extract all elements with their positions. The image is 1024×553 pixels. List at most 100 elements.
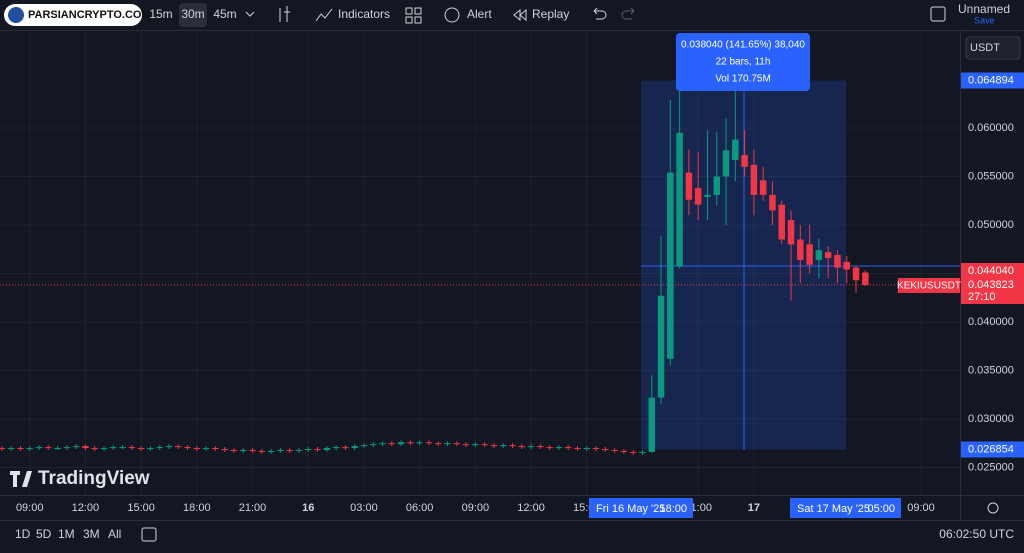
range-end-label-box [790,498,901,518]
candle-body [462,444,470,446]
symbol-box [898,278,960,293]
candle-body [267,450,275,452]
candle-body [45,447,52,449]
x-tick-label: 03:00 [350,502,378,514]
candle-body [769,194,776,211]
watermark-logo [10,471,32,487]
candle-body [704,194,711,197]
indicators-button[interactable]: Indicators [338,7,390,21]
interval[interactable]: 15m [149,7,172,21]
plot: TradingView [0,30,960,495]
crosshair-price-box [961,263,1024,278]
range-button[interactable]: 3M [83,527,100,541]
candle-body [648,397,656,452]
candle-body [156,447,163,449]
y-tick-label: 0.040000 [968,316,1014,328]
x-tick-label: 09:00 [907,502,935,514]
templates-icon[interactable] [405,7,422,24]
candle-body [295,449,303,451]
candle-body [230,449,238,451]
candle-body [676,132,683,267]
indicators-icon[interactable] [315,8,333,22]
candle-body [379,443,386,445]
range-high-box [961,72,1024,89]
candle-body [119,447,126,449]
interval-active [179,3,207,27]
candle-body [592,448,600,450]
range-end-label: 05:00 [867,503,895,515]
candle-body [639,451,646,453]
layout-icon[interactable] [930,6,946,22]
symbol-label: KEKIUSUSDT [897,281,961,292]
candle-body [147,448,154,450]
x-tick-label: 16 [302,502,314,514]
candle-body [499,445,507,447]
candle-body [249,449,256,451]
redo-icon[interactable] [621,7,635,20]
layout-name[interactable]: Unnamed [958,2,1010,16]
x-tick-label: 15:00 [127,502,155,514]
range-button[interactable]: 1M [58,527,75,541]
y-tick-label: 0.035000 [968,364,1014,376]
settings-icon[interactable] [987,502,999,514]
logo-icon [8,7,24,23]
currency[interactable]: USDT [970,42,1000,54]
candle-body [722,150,730,177]
candle-body [184,447,191,449]
candle-body [583,448,591,450]
range-button[interactable]: 5D [36,527,52,541]
candle-body [481,444,488,446]
candle-body [7,448,15,450]
candle-body [193,448,201,450]
candle-body [518,446,526,448]
y-tick-label: 0.055000 [968,170,1014,182]
candle-body [685,172,693,200]
candle-body [128,447,136,449]
currency-select[interactable] [965,36,1021,60]
range-button[interactable]: All [108,527,121,541]
candle-body [602,449,609,451]
undo-icon[interactable] [593,7,607,20]
x-tick-label: 17 [748,502,760,514]
save-label[interactable]: Save [974,15,995,25]
range-button[interactable]: 1D [15,527,31,541]
candle-body [54,448,61,450]
replay-icon[interactable] [513,8,527,22]
logo[interactable] [4,4,142,26]
candle-body [546,447,553,449]
candle-body [741,155,748,167]
candle-body [620,450,628,452]
tooltip-line: 0.038040 (141.65%) 38,040 [681,40,805,51]
candle-body [100,448,108,450]
candle-body [351,446,358,449]
countdown: 27:10 [968,291,996,303]
candle-body [407,442,414,444]
candle-body [732,139,739,160]
last-price-box [961,278,1024,304]
chart-type-icon[interactable] [279,6,290,22]
candle-body [91,448,98,450]
candle-body [258,450,266,452]
interval[interactable]: 30m [181,7,204,21]
candle-body [555,447,563,449]
candle-body [416,442,423,444]
candle-body [611,449,618,451]
date-range-icon[interactable] [141,527,157,542]
candle-body [797,239,804,260]
candle-body [397,442,405,445]
range-start-label: 18:00 [659,503,687,515]
logo-text: PARSIANCRYPTO.COM [28,9,151,21]
alert-button[interactable]: Alert [467,7,492,21]
alert-icon[interactable] [444,7,460,23]
replay-button[interactable]: Replay [532,7,569,21]
candle-body [17,448,24,450]
dropdown-icon[interactable] [245,11,255,17]
candle-body [360,445,368,447]
candle-body [472,444,479,446]
candle-body [212,448,219,450]
candle-body [137,448,145,450]
interval[interactable]: 45m [213,7,236,21]
candle-body [286,449,293,451]
